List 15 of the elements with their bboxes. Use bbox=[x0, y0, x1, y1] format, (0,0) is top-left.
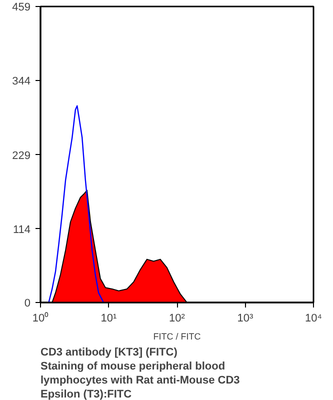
y-tick-label: 0 bbox=[24, 298, 31, 310]
text: lymphocytes with Rat anti-Mouse CD3 bbox=[40, 374, 240, 386]
x-axis-title: FITC / FITC bbox=[153, 332, 202, 342]
y-tick-label: 459 bbox=[12, 2, 31, 14]
y-tick-label: 114 bbox=[12, 224, 31, 236]
x-tick-label: 10⁰ bbox=[32, 312, 49, 324]
y-tick-label: 344 bbox=[12, 76, 31, 88]
x-tick-label: 10³ bbox=[237, 312, 254, 324]
text: Epsilon (T3):FITC bbox=[40, 388, 132, 400]
x-tick-label: 10² bbox=[169, 312, 186, 324]
text: CD3 antibody [KT3] (FITC) bbox=[40, 346, 178, 358]
text: Staining of mouse peripheral blood bbox=[40, 360, 226, 372]
y-tick-label: 229 bbox=[12, 150, 31, 162]
x-tick-label: 10¹ bbox=[100, 312, 118, 324]
x-tick-label: 10⁴ bbox=[305, 312, 322, 324]
